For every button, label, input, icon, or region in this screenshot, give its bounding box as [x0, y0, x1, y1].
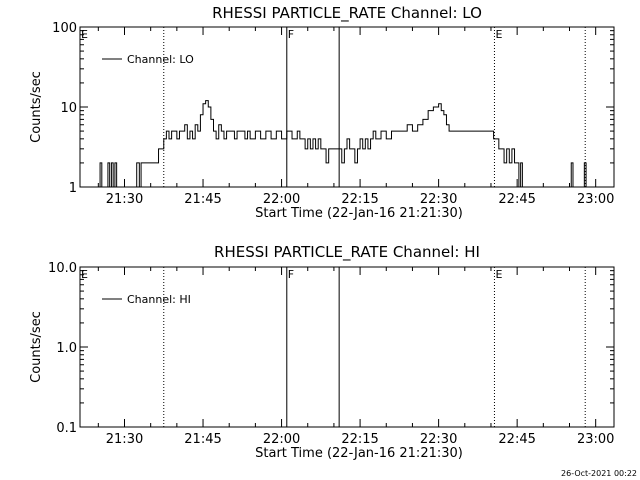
y-tick-label: 1.0	[56, 341, 77, 356]
time-marker-label: E	[495, 268, 502, 281]
panel-hi: RHESSI PARTICLE_RATE Channel: HI 21:30 21:…	[29, 243, 615, 461]
x-tick-label: 21:30	[106, 192, 143, 207]
footer-timestamp: 26-Oct-2021 00:22	[561, 469, 637, 478]
y-axis-label: Counts/sec	[29, 311, 44, 383]
edge-marker-label: E	[81, 28, 88, 41]
x-tick-label: 22:15	[341, 432, 378, 447]
x-axis-label: Start Time (22-Jan-16 21:21:30)	[255, 446, 463, 461]
time-marker-label: E	[495, 28, 502, 41]
plot-frame	[79, 26, 615, 188]
legend-label: Channel: LO	[127, 53, 194, 66]
x-tick-label: 22:45	[498, 432, 535, 447]
series-line	[98, 100, 587, 188]
y-axis-label: Counts/sec	[29, 71, 44, 143]
x-tick-label: 21:30	[106, 432, 143, 447]
x-tick-label: 23:00	[577, 192, 614, 207]
y-tick-label: 10	[60, 101, 77, 116]
panel-lo: RHESSI PARTICLE_RATE Channel: LO 21:30 21:…	[29, 4, 615, 221]
x-tick-label: 22:30	[420, 192, 457, 207]
time-marker-label: F	[288, 28, 294, 41]
time-marker-label: F	[288, 268, 294, 281]
y-tick-label: 10.0	[48, 261, 77, 276]
x-tick-label: 23:00	[577, 432, 614, 447]
x-axis-label: Start Time (22-Jan-16 21:21:30)	[255, 206, 463, 221]
chart-title: RHESSI PARTICLE_RATE Channel: HI	[214, 243, 480, 262]
edge-marker-label: E	[81, 268, 88, 281]
x-tick-label: 22:30	[420, 432, 457, 447]
x-tick-label: 22:00	[263, 432, 300, 447]
y-tick-label: 0.1	[56, 421, 77, 436]
x-tick-label: 22:45	[498, 192, 535, 207]
x-tick-label: 21:45	[184, 192, 221, 207]
x-tick-label: 22:00	[263, 192, 300, 207]
chart-title: RHESSI PARTICLE_RATE Channel: LO	[212, 4, 482, 23]
x-tick-label: 21:45	[184, 432, 221, 447]
legend-label: Channel: HI	[127, 293, 191, 306]
x-tick-label: 22:15	[341, 192, 378, 207]
plot-frame	[79, 266, 615, 428]
y-tick-label: 100	[52, 21, 77, 36]
y-tick-label: 1	[69, 181, 77, 196]
